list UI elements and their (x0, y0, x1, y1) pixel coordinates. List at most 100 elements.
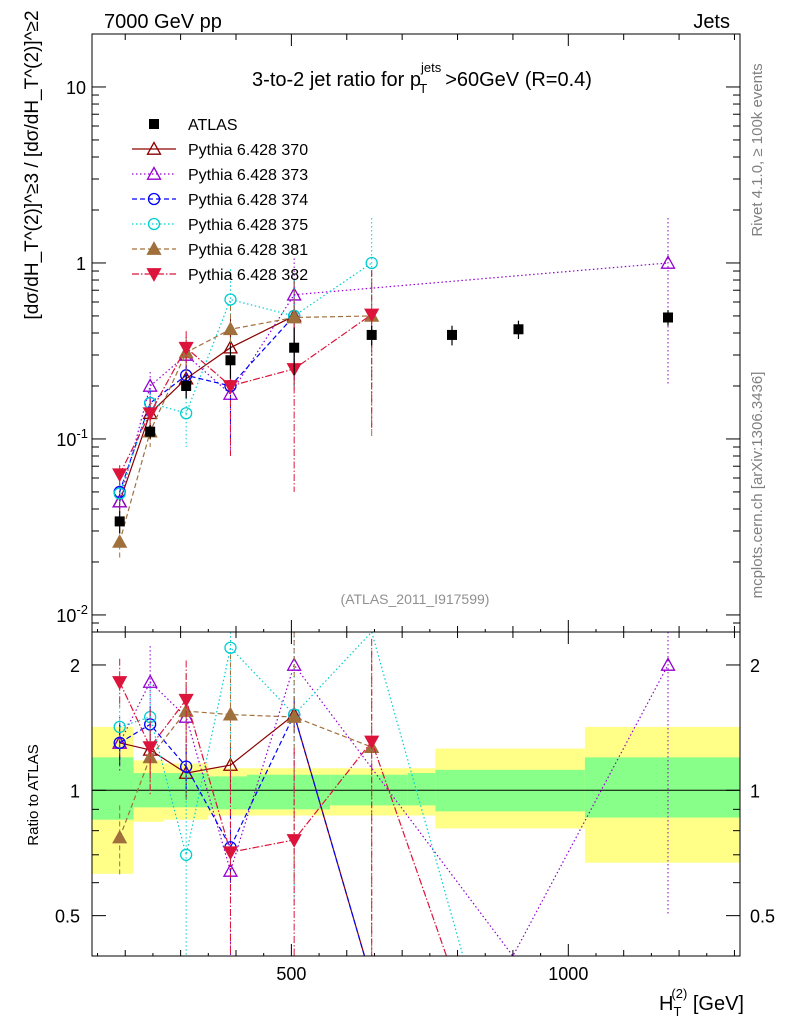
atlas-data (114, 310, 673, 534)
data-point (180, 407, 193, 420)
legend-label: Pythia 6.428 373 (188, 167, 308, 184)
legend-label: Pythia 6.428 381 (188, 242, 308, 259)
atlas-point (181, 380, 192, 391)
ratio-point (660, 657, 676, 671)
mcplots-label: mcplots.cern.ch [arXiv:1306.3436] (749, 372, 766, 599)
data-point (660, 255, 676, 269)
ratio-series-6 (112, 638, 448, 957)
ratio-point (224, 641, 237, 654)
data-point (113, 487, 126, 500)
data-point (224, 293, 237, 306)
legend-label: Pythia 6.428 382 (188, 267, 308, 284)
band-inner (92, 757, 134, 820)
legend-item-3: Pythia 6.428 374 (132, 192, 308, 209)
ratio-point (222, 706, 239, 721)
ratio-y-tick-label: 2 (70, 656, 80, 676)
legend-marker (146, 241, 162, 255)
ratio-point (113, 720, 126, 734)
data-point (365, 256, 378, 270)
atlas-point (513, 324, 524, 335)
ratio-point (112, 829, 128, 844)
y-tick-label: 1 (76, 254, 86, 274)
chart-title: 3-to-2 jet ratio for pjets T >60GeV (R=0.4… (252, 60, 592, 96)
legend-label: Pythia 6.428 374 (188, 192, 308, 209)
ratio-line (119, 712, 366, 957)
legend-marker (149, 119, 159, 129)
legend-marker (146, 166, 162, 180)
ratio-point (180, 760, 193, 773)
header-right: Jets (693, 11, 730, 33)
data-point (112, 493, 128, 508)
atlas-point (663, 312, 673, 323)
legend-item-2: Pythia 6.428 373 (132, 166, 308, 184)
data-point (222, 380, 239, 394)
data-point (112, 534, 128, 548)
header-left: 7000 GeV pp (104, 11, 222, 33)
ratio-y-tick-label: 1 (70, 781, 80, 801)
atlas-point (225, 355, 236, 366)
band-inner (584, 757, 740, 818)
atlas-point (289, 342, 300, 353)
ratio-y-tick-label-right: 1 (750, 781, 760, 801)
ratio-point (286, 709, 302, 723)
ratio-point (364, 735, 380, 750)
ratio-y-tick-label-right: 2 (750, 656, 760, 676)
legend-label: Pythia 6.428 370 (188, 142, 308, 159)
legend-item-6: Pythia 6.428 382 (132, 267, 308, 284)
legend-label: Pythia 6.428 375 (188, 217, 308, 234)
ratio-point (286, 834, 302, 848)
series-line (119, 313, 373, 475)
ratio-y-tick-label-right: 0.5 (750, 907, 775, 927)
atlas-point (447, 329, 457, 340)
x-tick-label: 1000 (548, 964, 588, 984)
band-inner (208, 776, 248, 810)
data-series (112, 218, 676, 958)
analysis-id: (ATLAS_2011_I917599) (341, 591, 490, 607)
ratio-point (112, 676, 128, 690)
data-point (178, 341, 194, 356)
ratio-point (178, 693, 194, 708)
data-point (112, 468, 128, 483)
legend-label: ATLAS (188, 117, 238, 134)
legend-item-1: Pythia 6.428 370 (132, 141, 308, 159)
band-inner (247, 774, 331, 810)
atlas-point (145, 426, 156, 437)
legend-marker (146, 141, 162, 155)
legend: ATLAS Pythia 6.428 370 Pythia 6.428 373 Pyt… (132, 117, 308, 284)
ratio-point (142, 741, 158, 755)
main-series-6 (112, 270, 380, 492)
legend-marker (147, 217, 161, 231)
data-point (142, 407, 158, 422)
ratio-line (119, 710, 372, 838)
ratio-panel-frame (91, 631, 741, 957)
legend-item-0: ATLAS (149, 117, 238, 134)
y-tick-label: 10-1 (56, 426, 88, 450)
ratio-point (222, 846, 239, 861)
series-line (119, 262, 669, 502)
legend-marker (147, 192, 161, 206)
legend-item-5: Pythia 6.428 381 (132, 241, 308, 259)
atlas-point (114, 516, 125, 527)
band-inner (407, 773, 436, 806)
x-tick-label: 500 (276, 964, 306, 984)
y-tick-label: 10-2 (56, 602, 88, 626)
ratio-point (180, 848, 193, 861)
ratio-line (119, 663, 669, 958)
y-tick-label: 10 (66, 78, 86, 98)
ratio-y-tick-label: 0.5 (55, 907, 80, 927)
legend-marker (146, 268, 162, 282)
series-line (119, 262, 373, 494)
data-point (222, 321, 239, 336)
ratio-uncertainty-bands (92, 726, 740, 874)
ratio-point (286, 657, 302, 671)
rivet-label: Rivet 4.1.0, ≥ 100k events (749, 63, 766, 236)
x-axis-label: HT(2) [GeV] (659, 986, 744, 1019)
y-axis-label-ratio: Ratio to ATLAS (25, 744, 42, 845)
legend-item-4: Pythia 6.428 375 (132, 217, 308, 234)
atlas-point (366, 329, 377, 340)
data-point (286, 309, 302, 324)
series-line (119, 315, 372, 543)
ratio-point (142, 674, 158, 688)
data-point (364, 308, 380, 323)
